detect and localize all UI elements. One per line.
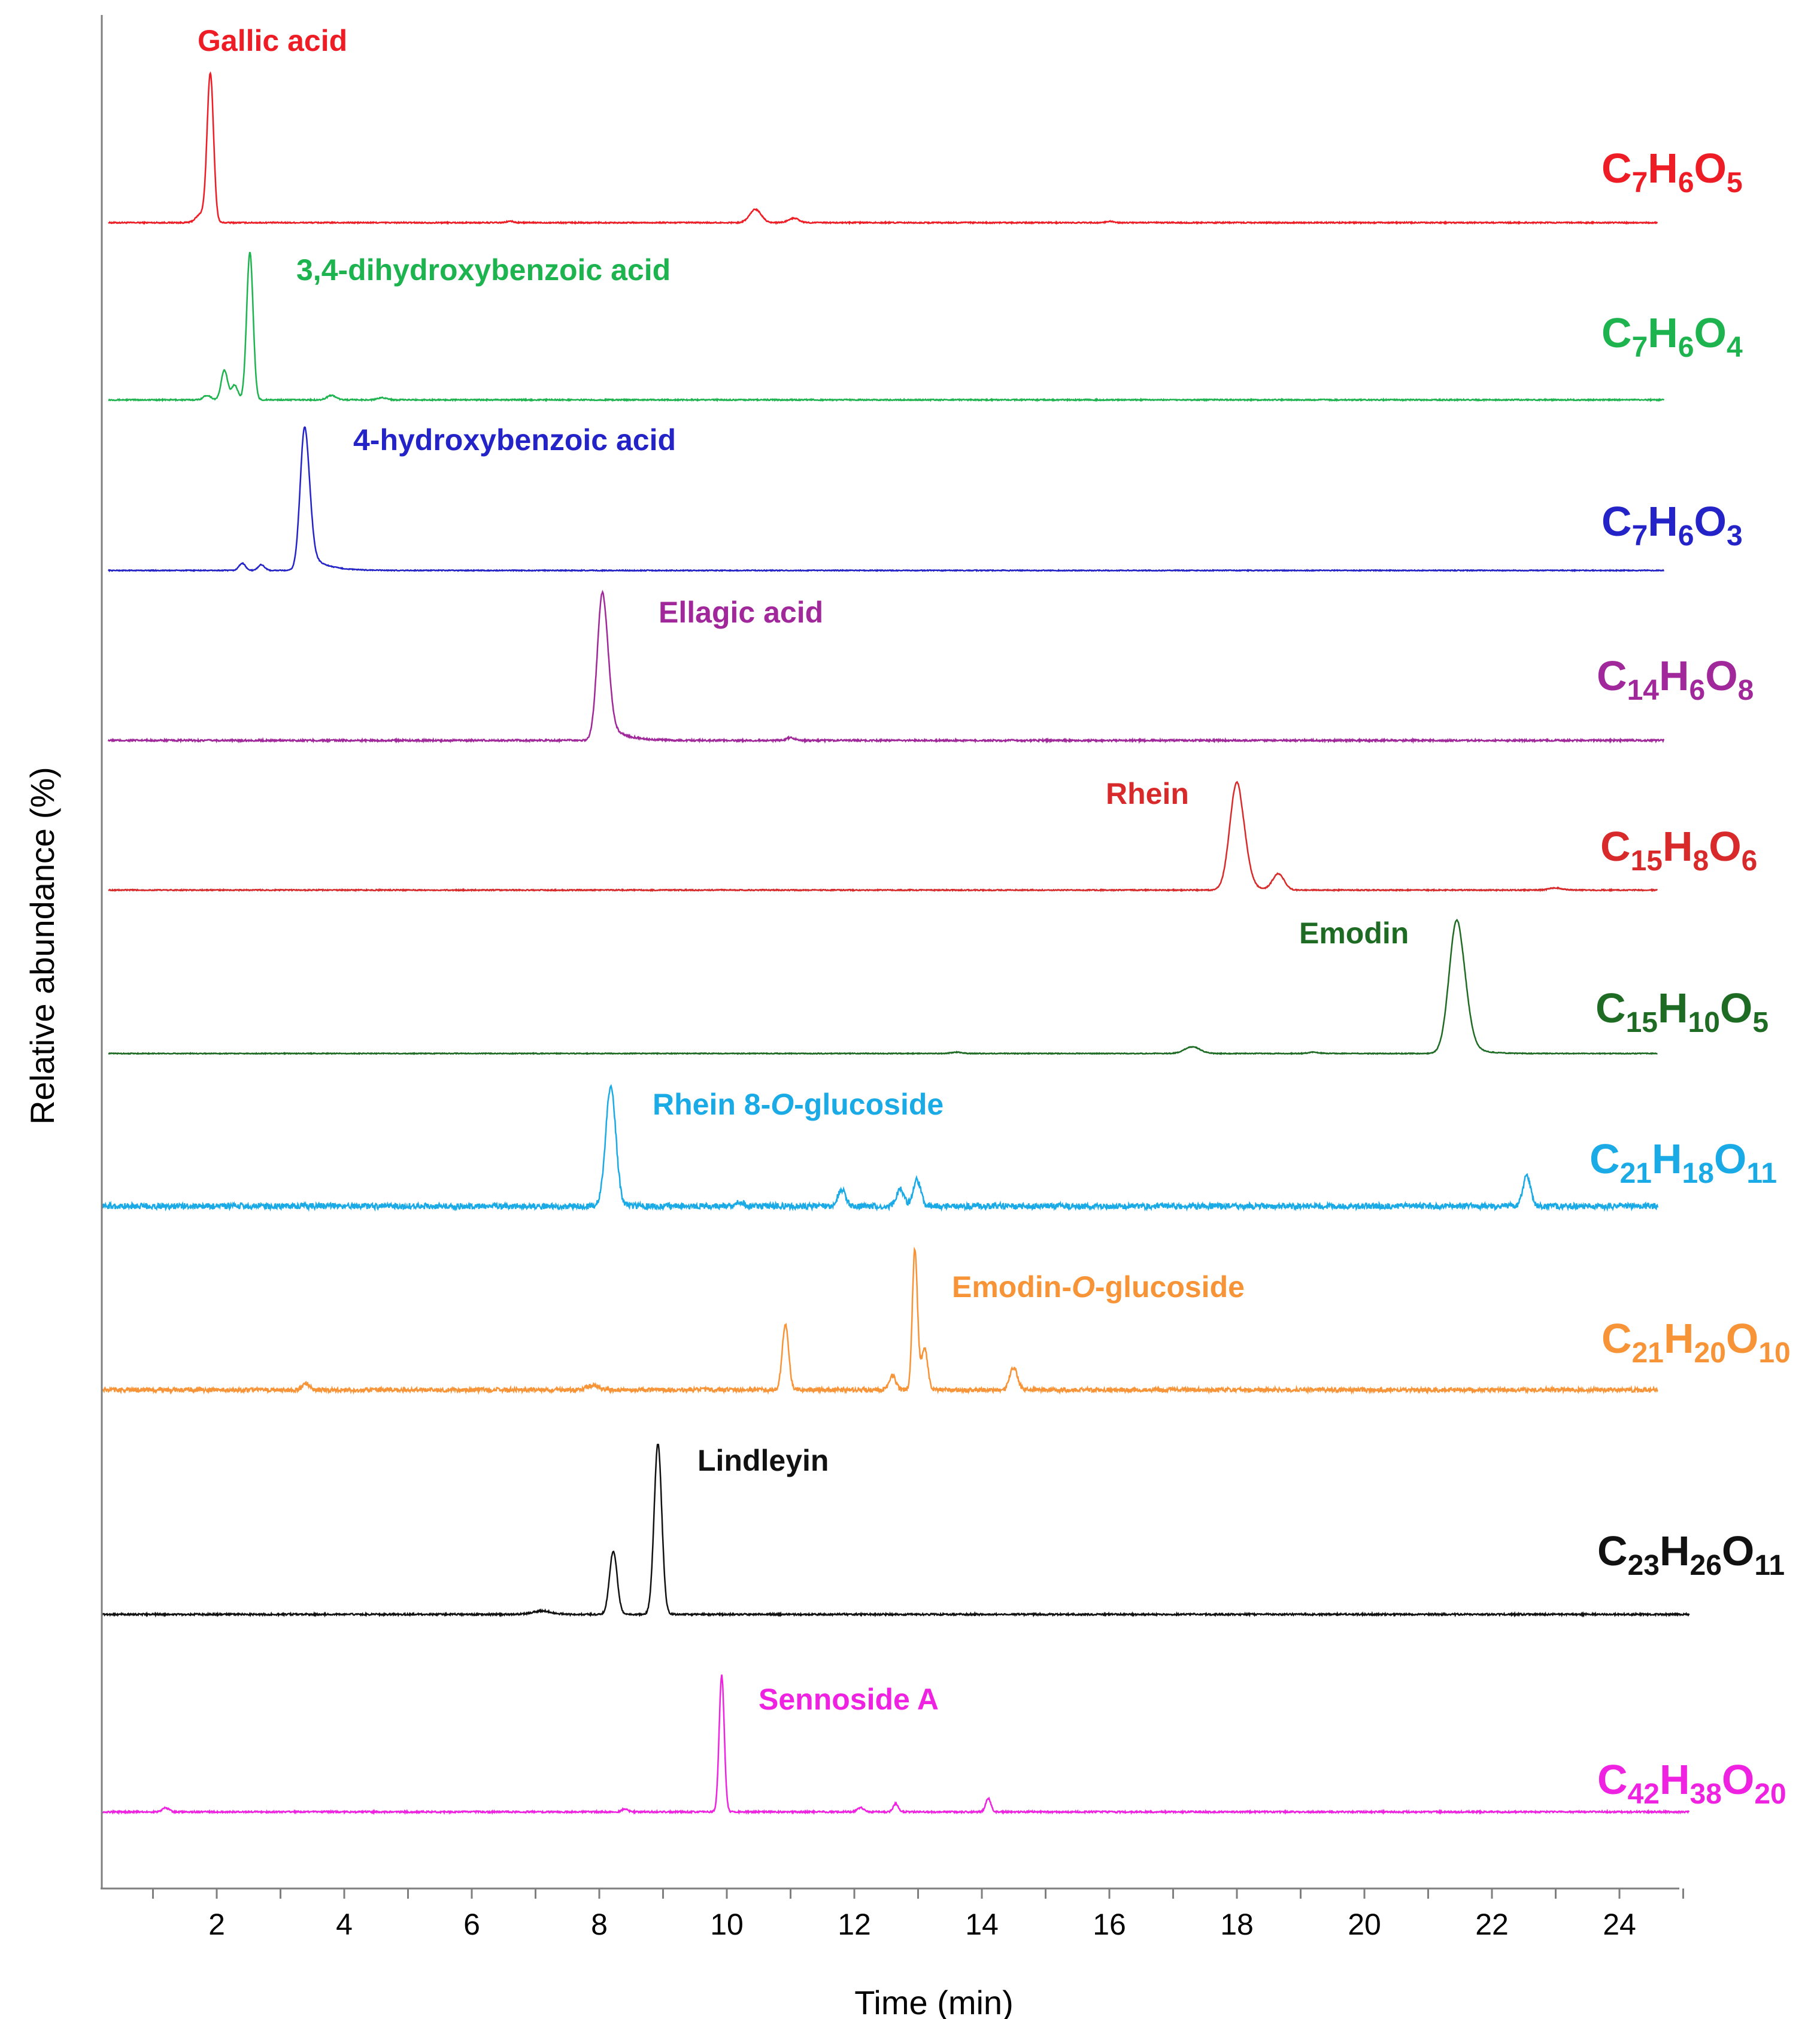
- peak-label-3-4-dihydroxybenzoic-acid: 3,4-dihydroxybenzoic acid: [296, 253, 671, 287]
- peak-label-4-hydroxybenzoic-acid: 4-hydroxybenzoic acid: [353, 423, 676, 457]
- x-tick-label: 22: [1475, 1908, 1509, 1941]
- peak-label-lindleyin: Lindleyin: [697, 1444, 829, 1477]
- y-axis-title: Relative abundance (%): [23, 767, 61, 1125]
- peak-label-gallic-acid: Gallic acid: [198, 24, 347, 57]
- x-tick-label: 2: [208, 1908, 225, 1941]
- trace-sennoside-a: [101, 1674, 1690, 1815]
- peak-label-sennoside-a: Sennoside A: [759, 1683, 939, 1716]
- trace-gallic-acid: [108, 71, 1658, 226]
- trace-emodin-o-glucoside: [101, 1246, 1658, 1395]
- x-tick-label: 18: [1220, 1908, 1254, 1941]
- x-tick-label: 14: [965, 1908, 999, 1941]
- x-ticks-group: 2 4 6 8 10 12 14 16 18 20 22 24: [152, 1889, 1684, 1941]
- x-tick-label: 12: [838, 1908, 871, 1941]
- formula-label-5: C15H8O6: [1600, 823, 1757, 877]
- formula-labels-group: C7H6O5 C7H6O4 C7H6O3 C14H6O8 C15H8O6 C15H10O5…: [1590, 145, 1791, 1810]
- trace-ellagic-acid: [107, 590, 1665, 744]
- x-tick-label: 24: [1603, 1908, 1636, 1941]
- x-axis-title: Time (min): [854, 1984, 1013, 2019]
- traces-group: [101, 71, 1690, 1815]
- formula-label-9: C23H26O11: [1597, 1528, 1785, 1581]
- x-tick-label: 10: [710, 1908, 744, 1941]
- peak-label-rhein: Rhein: [1106, 777, 1189, 810]
- formula-label-10: C42H38O20: [1597, 1756, 1786, 1810]
- x-tick-label: 4: [336, 1908, 353, 1941]
- peak-label-rhein-8-o-glucoside: Rhein 8-O-glucoside: [653, 1088, 944, 1121]
- peak-label-ellagic-acid: Ellagic acid: [659, 596, 823, 629]
- peak-label-emodin-o-glucoside: Emodin-O-glucoside: [952, 1270, 1245, 1304]
- trace-emodin: [108, 918, 1658, 1055]
- x-tick-label: 20: [1348, 1908, 1381, 1941]
- formula-label-1: C7H6O5: [1601, 145, 1743, 199]
- x-tick-label: 6: [463, 1908, 480, 1941]
- trace-4-hydroxybenzoic-acid: [107, 426, 1664, 573]
- trace-lindleyin: [101, 1443, 1690, 1618]
- formula-label-7: C21H18O11: [1590, 1136, 1777, 1189]
- trace-rhein: [108, 781, 1658, 892]
- peak-labels-group: Gallic acid 3,4-dihydroxybenzoic acid 4-hy…: [198, 24, 1409, 1716]
- formula-label-2: C7H6O4: [1601, 309, 1743, 363]
- x-tick-label: 8: [591, 1908, 608, 1941]
- formula-label-6: C15H10O5: [1595, 985, 1769, 1039]
- x-tick-label: 16: [1093, 1908, 1126, 1941]
- axes-group: [101, 15, 1679, 1890]
- trace-rhein-8-o-glucoside: [101, 1084, 1659, 1212]
- peak-label-emodin: Emodin: [1299, 916, 1409, 950]
- formula-label-8: C21H20O10: [1601, 1315, 1791, 1369]
- trace-3-4-dihydroxybenzoic-acid: [108, 251, 1665, 402]
- formula-label-4: C14H6O8: [1597, 652, 1754, 706]
- formula-label-3: C7H6O3: [1601, 498, 1743, 552]
